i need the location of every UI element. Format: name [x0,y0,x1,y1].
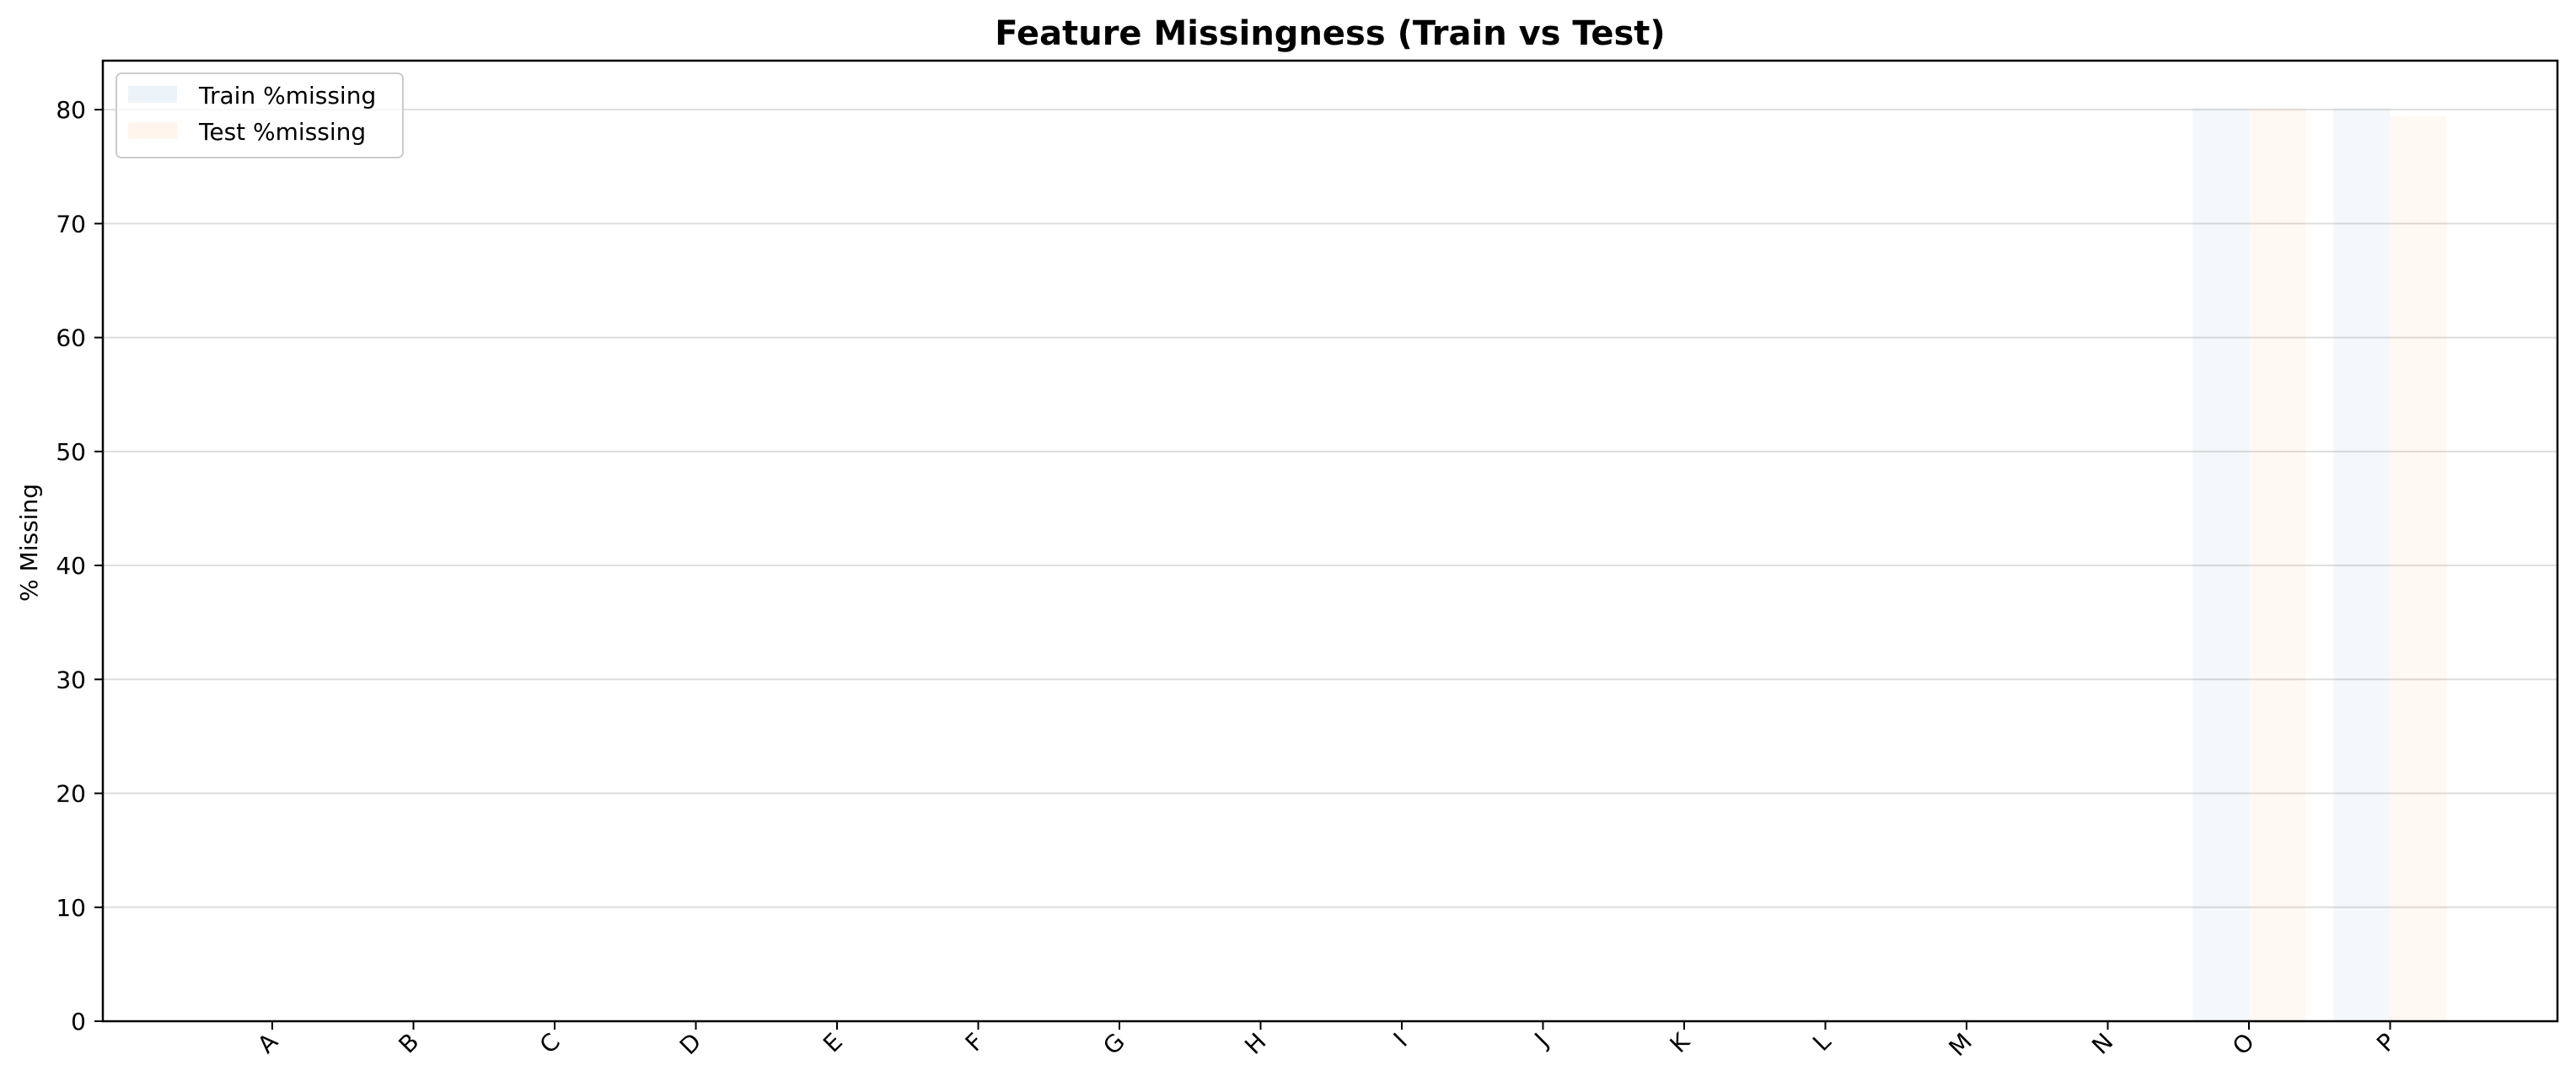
y-tick-label: 30 [56,666,86,693]
gridlines [103,109,2557,1022]
y-axis-ticks: 0 10 20 30 40 50 60 70 80 [56,96,103,1036]
y-tick-label: 10 [56,894,86,922]
legend-label-train: Train %missing [198,82,376,110]
y-tick-label: 80 [56,96,86,124]
legend-label-test: Test %missing [198,118,366,146]
y-axis-label: % Missing [15,484,43,602]
chart-title: Feature Missingness (Train vs Test) [995,14,1665,53]
bars [2192,107,2447,1022]
bar-train-O [2192,107,2249,1022]
bar-test-O [2249,107,2305,1022]
bar-test-P [2390,116,2447,1022]
legend-swatch-test [128,122,177,139]
plot-frame [101,59,2559,1023]
y-tick-label: 0 [71,1008,86,1036]
legend-swatch-train [128,86,177,103]
y-tick-label: 50 [56,438,86,466]
bar-train-P [2333,107,2391,1022]
legend-box [115,72,404,158]
y-tick-label: 40 [56,552,86,580]
y-tick-label: 70 [56,210,86,238]
y-tick-label: 60 [56,324,86,352]
legend: Train %missing Test %missing [115,72,404,158]
y-tick-label: 20 [56,780,86,808]
